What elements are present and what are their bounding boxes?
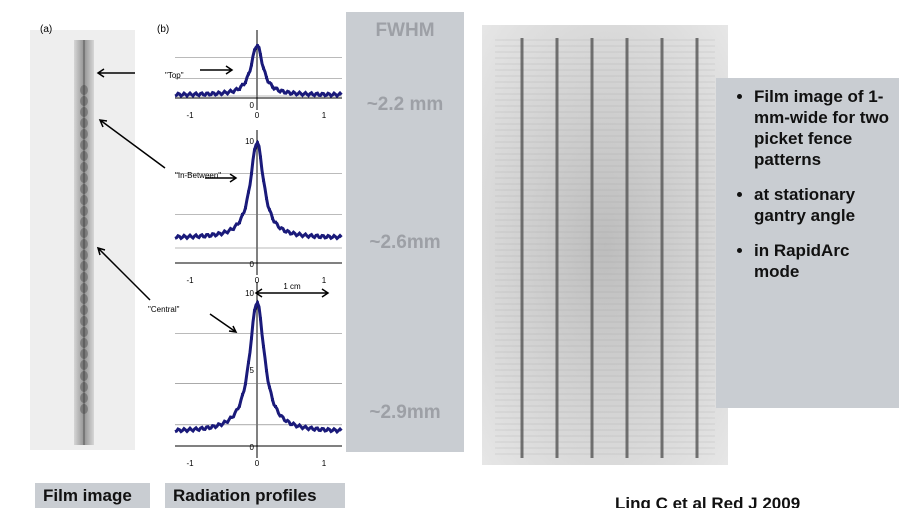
film-strip bbox=[74, 40, 94, 445]
film-blob bbox=[80, 283, 88, 293]
film-blob bbox=[80, 107, 88, 117]
film-blob bbox=[80, 404, 88, 414]
arrows bbox=[96, 65, 330, 333]
x-tick-label: 1 bbox=[322, 276, 327, 285]
picket-fence-lines bbox=[495, 38, 715, 458]
film-blob bbox=[80, 261, 88, 271]
picket-fence-image bbox=[482, 25, 728, 465]
film-blob bbox=[80, 140, 88, 150]
bullet: in RapidArc mode bbox=[754, 240, 899, 282]
annotation: "Top" bbox=[165, 71, 184, 80]
y-tick-label: 0 bbox=[250, 260, 255, 269]
film-blob bbox=[80, 272, 88, 282]
annotation: "Central" bbox=[148, 305, 180, 314]
citation: Ling C et al Red J 2009 bbox=[615, 494, 801, 508]
bullet-box: Film image of 1-mm-wide for two picket f… bbox=[716, 78, 899, 408]
film-blob bbox=[80, 195, 88, 205]
fwhm-value: ~2.6mm bbox=[369, 232, 441, 253]
film-blob bbox=[80, 228, 88, 238]
scale-label: 1 cm bbox=[283, 282, 301, 291]
fwhm-value: ~2.9mm bbox=[369, 402, 441, 423]
x-tick-label: 0 bbox=[255, 111, 260, 120]
x-tick-label: -1 bbox=[186, 276, 194, 285]
panel-a-label: (a) bbox=[40, 24, 52, 35]
y-tick-label: 10 bbox=[245, 289, 254, 298]
film-blob bbox=[80, 217, 88, 227]
film-blob bbox=[80, 371, 88, 381]
film-blob bbox=[80, 96, 88, 106]
profile-curve bbox=[174, 139, 343, 241]
film-blob bbox=[80, 393, 88, 403]
fwhm-header: FWHM bbox=[375, 20, 435, 41]
film-blob bbox=[80, 305, 88, 315]
x-tick-label: 1 bbox=[322, 459, 327, 468]
film-blob bbox=[80, 382, 88, 392]
x-tick-label: -1 bbox=[186, 111, 194, 120]
film-blob bbox=[80, 338, 88, 348]
annotation: "In-Between" bbox=[175, 171, 221, 180]
film-blob bbox=[80, 129, 88, 139]
caption: Film image bbox=[35, 483, 150, 508]
film-blob bbox=[80, 360, 88, 370]
y-tick-label: 10 bbox=[245, 137, 254, 146]
film-blob bbox=[80, 250, 88, 260]
fwhm-panel: FWHM ~2.2 mm ~2.6mm ~2.9mm bbox=[346, 12, 464, 452]
panel-b-label: (b) bbox=[157, 24, 169, 35]
fwhm-value: ~2.2 mm bbox=[366, 94, 444, 115]
bullet: at stationary gantry angle bbox=[754, 184, 899, 226]
y-tick-label: 0 bbox=[250, 101, 255, 110]
film-blob bbox=[80, 316, 88, 326]
film-blob bbox=[80, 85, 88, 95]
film-blob bbox=[80, 239, 88, 249]
film-blob bbox=[80, 349, 88, 359]
film-blob bbox=[80, 206, 88, 216]
film-blob bbox=[80, 118, 88, 128]
film-blob bbox=[80, 162, 88, 172]
caption: Radiation profiles bbox=[165, 483, 345, 508]
film-blob bbox=[80, 151, 88, 161]
profile-curve bbox=[174, 43, 343, 99]
bullet: Film image of 1-mm-wide for two picket f… bbox=[754, 86, 899, 170]
film-blob bbox=[80, 327, 88, 337]
y-tick-label: 5 bbox=[250, 366, 255, 375]
y-tick-label: 0 bbox=[250, 443, 255, 452]
film-blob bbox=[80, 173, 88, 183]
film-blob bbox=[80, 294, 88, 304]
film-blob bbox=[80, 184, 88, 194]
x-tick-label: 0 bbox=[255, 459, 260, 468]
x-tick-label: 0 bbox=[255, 276, 260, 285]
profile-curve bbox=[174, 299, 343, 435]
x-tick-label: 1 bbox=[322, 111, 327, 120]
x-tick-label: -1 bbox=[186, 459, 194, 468]
